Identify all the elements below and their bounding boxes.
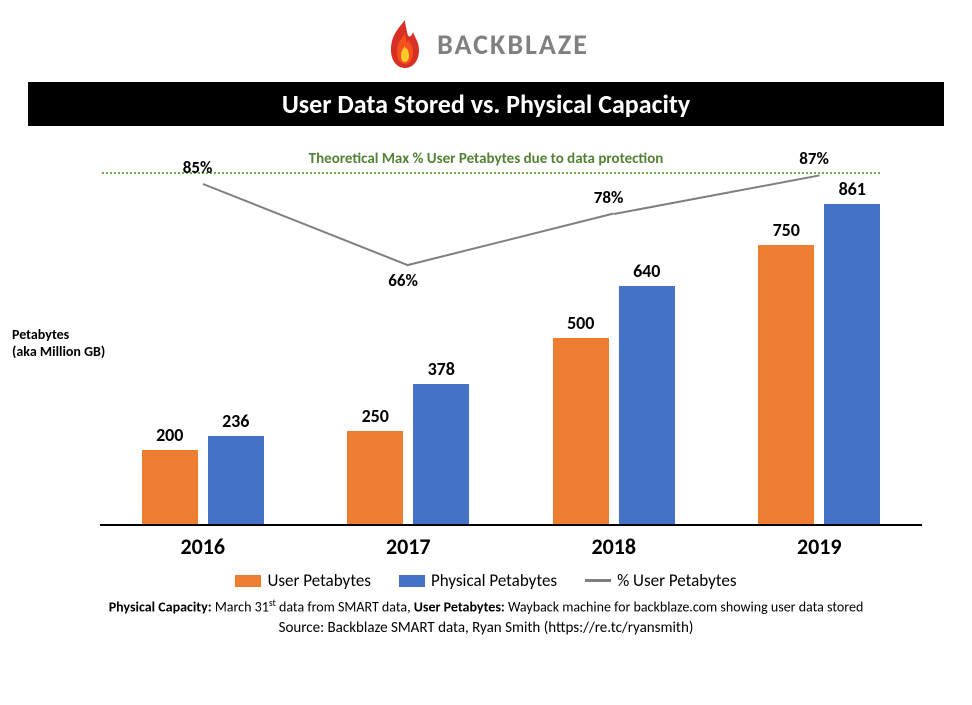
physical-petabytes-bar <box>824 204 880 524</box>
physical-petabytes-bar <box>619 286 675 524</box>
footer-source: Source: Backblaze SMART data, Ryan Smith… <box>0 618 972 638</box>
bar-value-label: 861 <box>824 178 880 200</box>
physical-petabytes-bar <box>413 384 469 524</box>
legend-label: User Petabytes <box>267 570 370 591</box>
legend-item: Physical Petabytes <box>399 570 557 591</box>
y-axis-label-line1: Petabytes <box>12 326 69 343</box>
legend-label: Physical Petabytes <box>431 570 557 591</box>
footer-up-text: Wayback machine for backblaze.com showin… <box>505 599 864 616</box>
y-axis-label-line2: (aka Million GB) <box>12 343 105 360</box>
category-label: 2019 <box>729 533 909 560</box>
bar-value-label: 500 <box>553 312 609 334</box>
legend-line-swatch <box>585 579 611 582</box>
bar-value-label: 250 <box>347 405 403 427</box>
legend-box-swatch <box>399 575 425 587</box>
user-petabytes-bar <box>553 338 609 524</box>
footer-pc-text: March 31 <box>212 599 269 616</box>
flame-icon <box>383 18 427 70</box>
legend-item: User Petabytes <box>235 570 370 591</box>
category-label: 2016 <box>113 533 293 560</box>
bar-value-label: 640 <box>619 260 675 282</box>
footer-pc-bold: Physical Capacity: <box>109 599 212 616</box>
legend: User Petabytes Physical Petabytes % User P… <box>0 570 972 591</box>
chart-title: User Data Stored vs. Physical Capacity <box>28 82 944 126</box>
footer-pc-text2: data from SMART data, <box>276 599 414 616</box>
bar-value-label: 378 <box>413 358 469 380</box>
brand-name: BACKBLAZE <box>437 27 589 62</box>
legend-label: % User Petabytes <box>617 570 736 591</box>
footer: Physical Capacity: March 31st data from … <box>0 597 972 638</box>
bar-plot: 2002362016250378201750064020187508612019 <box>100 156 922 526</box>
brand-header: BACKBLAZE <box>0 0 972 82</box>
footer-line1: Physical Capacity: March 31st data from … <box>0 597 972 618</box>
bar-value-label: 200 <box>142 424 198 446</box>
user-petabytes-bar <box>142 450 198 524</box>
footer-pc-sup: st <box>269 597 276 609</box>
legend-box-swatch <box>235 575 261 587</box>
bar-value-label: 750 <box>758 219 814 241</box>
user-petabytes-bar <box>758 245 814 524</box>
chart-area: Petabytes (aka Million GB) Theoretical M… <box>40 136 932 566</box>
category-label: 2018 <box>524 533 704 560</box>
legend-item: % User Petabytes <box>585 570 736 591</box>
footer-up-bold: User Petabytes: <box>414 599 505 616</box>
bar-value-label: 236 <box>208 410 264 432</box>
category-label: 2017 <box>318 533 498 560</box>
user-petabytes-bar <box>347 431 403 524</box>
physical-petabytes-bar <box>208 436 264 524</box>
